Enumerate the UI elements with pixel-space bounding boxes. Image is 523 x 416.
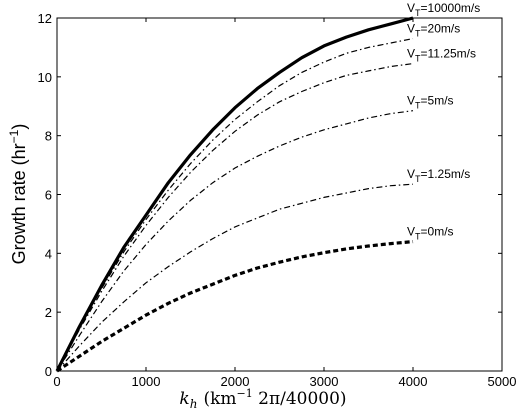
series-line <box>56 38 414 372</box>
series-label-sub: T <box>415 8 421 18</box>
series-line <box>56 240 414 373</box>
series-line <box>56 63 414 372</box>
series-line <box>56 183 414 372</box>
y-axis-title-main: Growth rate (hr <box>9 143 29 264</box>
series-line <box>55 16 414 372</box>
series-label-tail: =10000m/s <box>421 1 481 15</box>
y-tick-label: 4 <box>45 246 52 261</box>
x-axis-units-exp: −1 <box>237 387 253 400</box>
x-axis-units: (km <box>203 389 236 409</box>
series-label: VT=20m/s <box>407 22 460 39</box>
x-axis-var-sub: h <box>190 397 198 411</box>
x-tick-label: 1000 <box>132 374 161 389</box>
y-tick-label: 12 <box>38 11 52 26</box>
series-labels: VT=10000m/sVT=20m/sVT=11.25m/sVT=5m/sVT=… <box>407 1 480 242</box>
y-tick-label: 8 <box>45 129 52 144</box>
series-label-sub: T <box>415 54 421 64</box>
plot-area-frame <box>56 17 503 372</box>
y-tick-label: 0 <box>45 364 52 379</box>
x-tick-label: 5000 <box>488 374 517 389</box>
y-axis-title: Growth rate (hr−1) <box>7 124 29 265</box>
series-label: VT=5m/s <box>407 94 454 111</box>
series-label: VT=0m/s <box>407 225 454 242</box>
series-label-main: V <box>407 167 415 181</box>
x-axis-ticks: 0 1000 2000 3000 4000 5000 <box>53 18 516 389</box>
y-axis-ticks: 0 2 4 6 8 10 12 <box>38 11 502 379</box>
series-label-tail: =0m/s <box>421 225 454 239</box>
series-label: VT=11.25m/s <box>407 47 476 64</box>
series-label-tail: =5m/s <box>421 94 454 108</box>
x-tick-label: 2000 <box>221 374 250 389</box>
series-label-sub: T <box>415 29 421 39</box>
y-axis-title-close: ) <box>9 124 29 130</box>
series-label-main: V <box>407 47 415 61</box>
y-axis-title-exp: −1 <box>7 129 21 143</box>
series-layer <box>55 16 414 373</box>
y-tick-label: 6 <box>45 188 52 203</box>
series-line <box>56 110 414 372</box>
y-tick-label: 10 <box>38 70 52 85</box>
series-label-sub: T <box>415 174 421 184</box>
y-tick-label: 2 <box>45 305 52 320</box>
series-label-tail: =20m/s <box>421 22 461 36</box>
x-axis-units-rest: 2π/40000) <box>253 389 347 409</box>
x-tick-label: 0 <box>53 374 60 389</box>
series-label-tail: =1.25m/s <box>421 167 471 181</box>
x-tick-label: 4000 <box>399 374 428 389</box>
x-axis-var: k <box>179 389 189 409</box>
x-axis-title: kh (km−1 2π/40000) <box>179 387 346 411</box>
series-label-main: V <box>407 22 415 36</box>
series-label-main: V <box>407 225 415 239</box>
series-label-sub: T <box>415 101 421 111</box>
series-label-main: V <box>407 1 415 15</box>
series-label-sub: T <box>415 232 421 242</box>
series-label: VT=1.25m/s <box>407 167 470 184</box>
series-label: VT=10000m/s <box>407 1 480 18</box>
series-label-main: V <box>407 94 415 108</box>
series-label-tail: =11.25m/s <box>421 47 476 61</box>
x-tick-label: 3000 <box>310 374 339 389</box>
